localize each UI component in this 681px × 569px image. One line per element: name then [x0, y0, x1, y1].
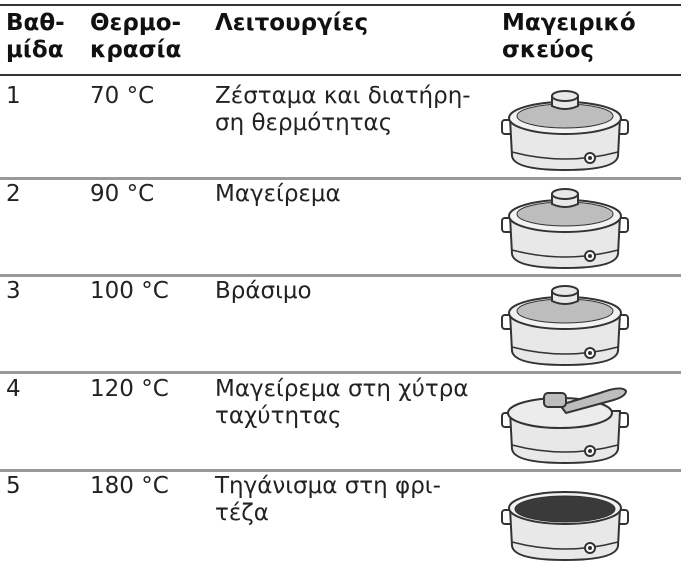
text-line: Μαγείρεμα — [215, 181, 341, 208]
text-line: Μαγείρεμα στη χύτρα — [215, 376, 468, 403]
level-cell: 4 — [6, 376, 21, 403]
top-rule — [0, 4, 681, 6]
level-cell: 1 — [6, 83, 21, 110]
temperature-cell: 120 °C — [90, 376, 169, 403]
text-line: 4 — [6, 376, 21, 403]
level-cell: 2 — [6, 181, 21, 208]
page: Βαθ-μίδα Θερμο-κρασία Λειτουργίες Μαγειρικό… — [0, 0, 681, 569]
text-line: σκεύος — [502, 37, 636, 64]
text-line: Λειτουργίες — [215, 10, 368, 37]
pot-icon — [500, 277, 630, 373]
text-line: ταχύτητας — [215, 403, 468, 430]
text-line: κρασία — [90, 37, 181, 64]
header-cell: Βαθ-μίδα — [6, 10, 65, 64]
text-line: τέζα — [215, 500, 441, 527]
temperature-cell: 90 °C — [90, 181, 154, 208]
text-line: Ζέσταμα και διατήρη- — [215, 83, 471, 110]
text-line: 5 — [6, 473, 21, 500]
text-line: Βράσιμο — [215, 278, 312, 305]
header-cell: Λειτουργίες — [215, 10, 368, 37]
text-line: 1 — [6, 83, 21, 110]
pressure-cooker-icon — [500, 375, 630, 471]
text-line: 70 °C — [90, 83, 154, 110]
text-line: ση θερμότητας — [215, 110, 471, 137]
level-cell: 5 — [6, 473, 21, 500]
temperature-cell: 180 °C — [90, 473, 169, 500]
level-cell: 3 — [6, 278, 21, 305]
text-line: Βαθ- — [6, 10, 65, 37]
text-line: 100 °C — [90, 278, 169, 305]
text-line: 2 — [6, 181, 21, 208]
pot-icon — [500, 180, 630, 276]
pot-icon — [500, 82, 630, 178]
header-cell: Θερμο-κρασία — [90, 10, 181, 64]
text-line: 180 °C — [90, 473, 169, 500]
header-rule — [0, 74, 681, 76]
text-line: 120 °C — [90, 376, 169, 403]
text-line: Τηγάνισμα στη φρι- — [215, 473, 441, 500]
text-line: Θερμο- — [90, 10, 181, 37]
temperature-cell: 100 °C — [90, 278, 169, 305]
fryer-icon — [500, 472, 630, 568]
function-cell: Ζέσταμα και διατήρη-ση θερμότητας — [215, 83, 471, 137]
function-cell: Τηγάνισμα στη φρι-τέζα — [215, 473, 441, 527]
function-cell: Μαγείρεμα — [215, 181, 341, 208]
text-line: Μαγειρικό — [502, 10, 636, 37]
text-line: μίδα — [6, 37, 65, 64]
function-cell: Βράσιμο — [215, 278, 312, 305]
text-line: 3 — [6, 278, 21, 305]
text-line: 90 °C — [90, 181, 154, 208]
temperature-cell: 70 °C — [90, 83, 154, 110]
